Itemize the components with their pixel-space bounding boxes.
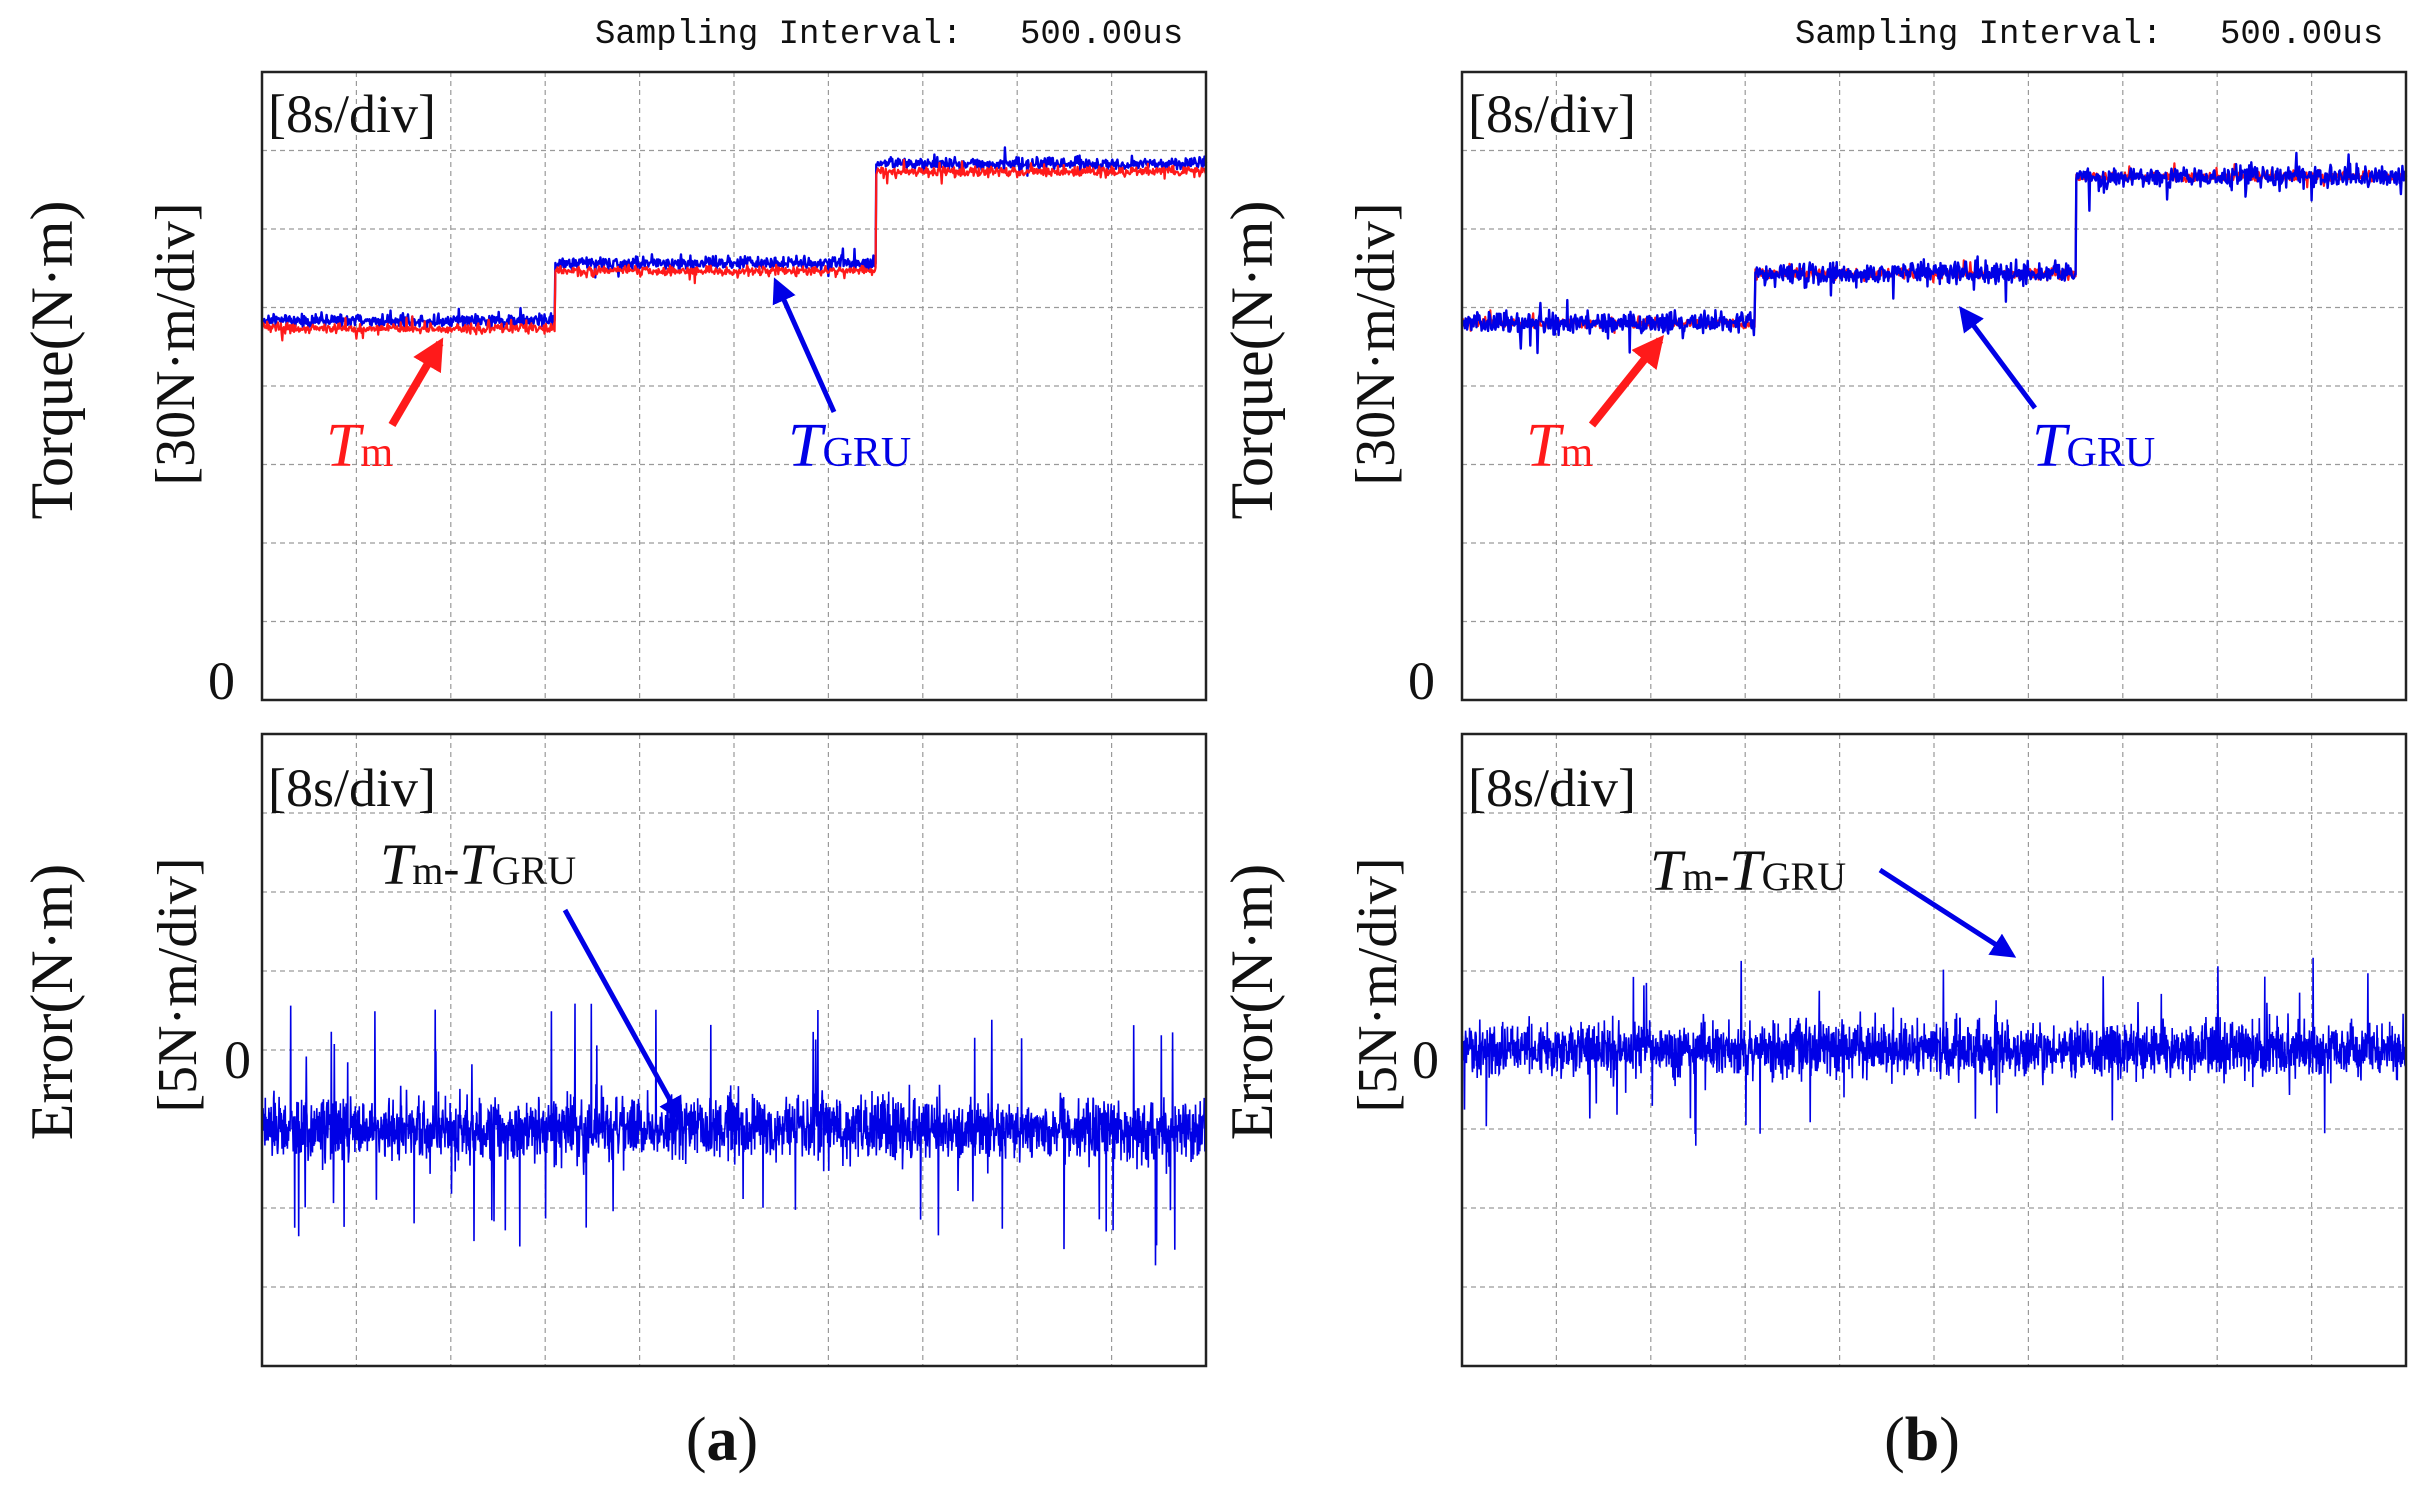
tgru-arrow <box>1959 305 2038 410</box>
error-arrow <box>562 908 683 1123</box>
error-axis-title: Error(N·m) <box>1219 864 1285 1141</box>
tm-label: Tm <box>1526 412 1593 480</box>
error-series-label: Tm-TGRU <box>1650 838 1846 903</box>
zero-tick-label: 0 <box>224 1030 251 1090</box>
series-error-line <box>1461 957 2407 1146</box>
error-plot-a <box>260 732 1208 1368</box>
error-arrow <box>1878 867 2017 958</box>
time-scale-label: [8s/div] <box>1468 758 1636 818</box>
zero-tick-label: 0 <box>208 651 235 711</box>
time-scale-label: [8s/div] <box>268 758 436 818</box>
torque-axis-scale: [30N·m/div] <box>145 202 207 485</box>
series-tgru-line <box>260 146 1208 331</box>
torque-axis-title: Torque(N·m) <box>1219 200 1285 519</box>
tm-label: Tm <box>326 412 393 480</box>
tm-arrow <box>388 337 444 428</box>
sampling-interval-label: Sampling Interval: <box>1795 16 2162 54</box>
sampling-interval-value: 500.00us <box>1020 16 1183 54</box>
time-scale-label: [8s/div] <box>1468 84 1636 144</box>
torque-axis-title: Torque(N·m) <box>19 200 85 519</box>
torque-axis-scale: [30N·m/div] <box>1345 202 1407 485</box>
series-tgru-line <box>1460 151 2408 355</box>
panel-a: Sampling Interval: 500.00us Torque(N·m) … <box>19 16 1208 1474</box>
panel-caption-b: (b) <box>1884 1406 1960 1474</box>
error-axis-title: Error(N·m) <box>19 864 85 1141</box>
torque-plot-b <box>1460 70 2408 702</box>
torque-plot-a <box>260 70 1208 702</box>
zero-tick-label: 0 <box>1408 651 1435 711</box>
error-series-label: Tm-TGRU <box>380 832 576 897</box>
tm-arrow <box>1588 335 1664 428</box>
sampling-interval-label: Sampling Interval: <box>595 16 962 54</box>
panel-b: Sampling Interval: 500.00us Torque(N·m) … <box>1219 16 2408 1474</box>
error-plot-b <box>1460 732 2408 1368</box>
tgru-label: TGRU <box>788 412 911 480</box>
tgru-arrow <box>772 277 837 414</box>
error-axis-scale: [5N·m/div] <box>1347 857 1409 1112</box>
error-axis-scale: [5N·m/div] <box>147 857 209 1112</box>
panel-caption-a: (a) <box>686 1406 758 1474</box>
tgru-label: TGRU <box>2032 412 2155 480</box>
time-scale-label: [8s/div] <box>268 84 436 144</box>
sampling-interval-value: 500.00us <box>2220 16 2383 54</box>
zero-tick-label: 0 <box>1412 1030 1439 1090</box>
series-error-line <box>261 1003 1207 1266</box>
series-tm-line <box>260 158 1208 342</box>
